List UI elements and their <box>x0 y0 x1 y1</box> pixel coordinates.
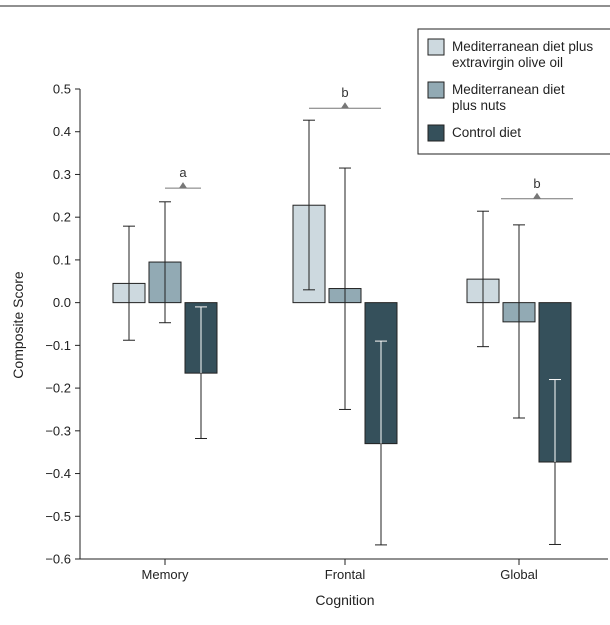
y-tick-label: −0.2 <box>45 381 71 396</box>
legend-label: plus nuts <box>452 98 506 113</box>
significance-marker <box>341 102 349 109</box>
legend-label: Mediterranean diet plus <box>452 39 593 54</box>
x-axis: Memory Frontal Global <box>80 558 608 582</box>
legend-label: extravirgin olive oil <box>452 55 563 70</box>
significance-marker <box>179 182 187 189</box>
legend-swatch <box>427 81 445 99</box>
legend-label: Control diet <box>452 125 521 140</box>
y-tick-label: 0.3 <box>53 167 71 182</box>
y-tick-label: 0.4 <box>53 124 71 139</box>
x-tick-label: Memory <box>142 567 189 582</box>
significance-label: b <box>533 176 540 191</box>
y-tick-label: 0.0 <box>53 295 71 310</box>
y-tick-label: 0.1 <box>53 252 71 267</box>
significance-label: a <box>179 165 187 180</box>
error-bars-layer <box>123 119 561 546</box>
legend-swatch <box>427 124 445 142</box>
legend-label: Mediterranean diet <box>452 82 565 97</box>
x-axis-title: Cognition <box>315 592 374 608</box>
x-tick-label: Global <box>500 567 538 582</box>
x-tick-label: Frontal <box>325 567 366 582</box>
y-tick-label: −0.3 <box>45 423 71 438</box>
y-axis-title: Composite Score <box>10 271 26 379</box>
significance-marker <box>533 192 541 199</box>
bars-layer <box>112 204 572 463</box>
y-tick-label: −0.4 <box>45 466 71 481</box>
y-tick-label: −0.1 <box>45 338 71 353</box>
y-axis: 0.5 0.4 0.3 0.2 0.1 0.0 −0.1 −0.2 −0.3 −0.4 −0.5 −0… <box>45 82 81 567</box>
y-tick-label: 0.2 <box>53 210 71 225</box>
legend-box <box>417 28 610 155</box>
y-tick-label: −0.6 <box>45 552 71 567</box>
significance-annotations: a b b <box>165 85 573 200</box>
legend-swatch <box>427 38 445 56</box>
y-tick-label: 0.5 <box>53 82 71 97</box>
y-tick-label: −0.5 <box>45 509 71 524</box>
significance-label: b <box>341 85 348 100</box>
